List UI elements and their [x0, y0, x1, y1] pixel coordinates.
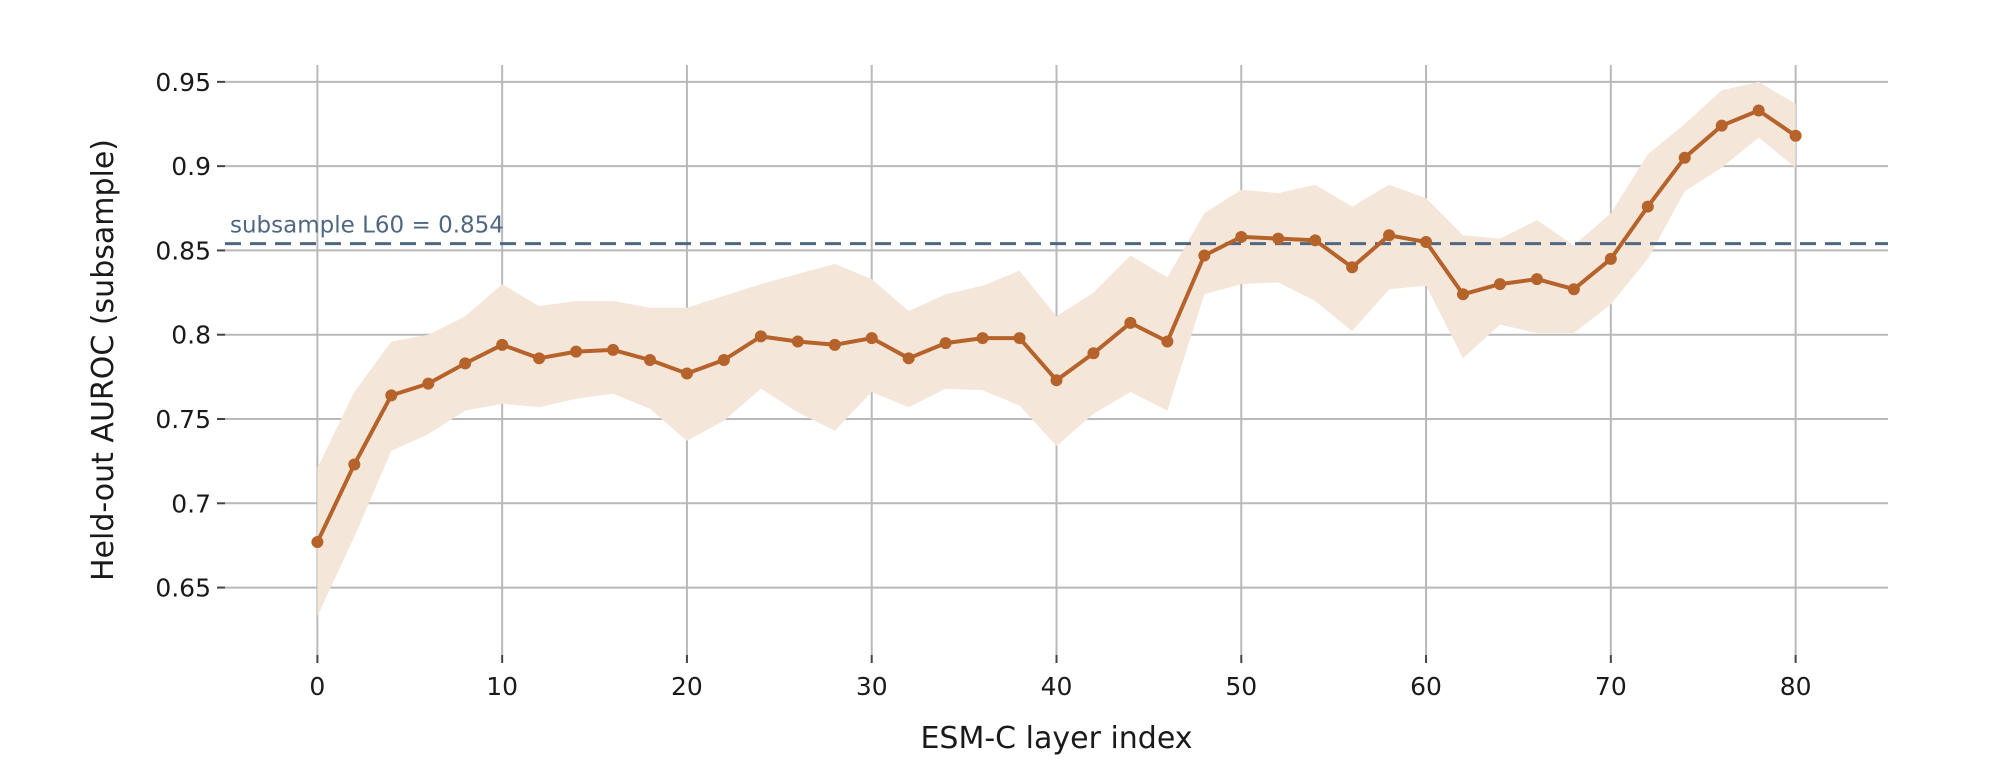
data-point: [1235, 230, 1248, 243]
data-point: [385, 389, 398, 402]
data-point: [570, 345, 583, 358]
x-tick-label: 20: [671, 672, 703, 701]
confidence-band-layer: [317, 81, 1796, 617]
data-point: [1309, 234, 1322, 247]
x-tick-label: 70: [1595, 672, 1627, 701]
x-tick-label: 0: [309, 672, 325, 701]
y-tick-label: 0.8: [171, 321, 211, 350]
series-points-layer: [311, 104, 1802, 549]
x-axis-title: ESM-C layer index: [920, 721, 1192, 756]
data-point: [459, 357, 472, 370]
data-point: [1604, 252, 1617, 265]
data-point: [976, 332, 989, 345]
y-tick-label: 0.65: [155, 574, 211, 603]
data-point: [311, 536, 324, 549]
data-point: [1087, 347, 1100, 360]
y-tick-label: 0.85: [155, 236, 211, 265]
x-axis-ticks: 0 10 20 30 40 50 60 70 80: [309, 655, 1812, 701]
data-point: [1641, 200, 1654, 213]
data-point: [1530, 273, 1543, 286]
data-point: [1493, 278, 1506, 291]
data-point: [533, 352, 546, 365]
data-point: [1383, 229, 1396, 242]
y-tick-label: 0.75: [155, 405, 211, 434]
y-axis-ticks: 0.65 0.7 0.75 0.8 0.85 0.9 0.95: [155, 68, 225, 603]
data-point: [1124, 316, 1137, 329]
y-axis-title: Held-out AUROC (subsample): [86, 139, 121, 581]
data-point: [1752, 104, 1765, 117]
data-point: [1161, 335, 1174, 348]
data-point: [828, 338, 841, 351]
y-tick-label: 0.7: [171, 489, 211, 518]
data-point: [791, 335, 804, 348]
data-point: [1198, 249, 1211, 262]
data-point: [902, 352, 915, 365]
data-point: [1013, 332, 1026, 345]
data-point: [496, 338, 509, 351]
data-point: [680, 367, 693, 380]
data-point: [643, 354, 656, 366]
data-point: [348, 458, 361, 471]
reference-line-label: subsample L60 = 0.854: [230, 213, 504, 239]
y-tick-label: 0.95: [155, 68, 211, 97]
data-point: [422, 377, 435, 390]
x-tick-label: 30: [856, 672, 888, 701]
confidence-band: [317, 81, 1796, 617]
x-tick-label: 80: [1780, 672, 1812, 701]
data-point: [1715, 119, 1728, 132]
data-point: [1789, 129, 1802, 142]
data-point: [717, 354, 730, 366]
data-point: [1272, 232, 1285, 245]
x-tick-label: 40: [1041, 672, 1073, 701]
x-tick-label: 50: [1225, 672, 1257, 701]
x-tick-label: 10: [486, 672, 518, 701]
data-point: [1346, 261, 1359, 274]
x-tick-label: 60: [1410, 672, 1442, 701]
data-point: [939, 337, 952, 350]
data-point: [865, 332, 878, 345]
data-point: [1420, 236, 1433, 248]
data-point: [1457, 288, 1470, 301]
data-point: [1567, 283, 1580, 296]
reference-line-layer: subsample L60 = 0.854: [225, 213, 1888, 246]
y-tick-label: 0.9: [171, 152, 211, 181]
data-point: [607, 343, 620, 356]
data-point: [754, 330, 767, 343]
data-point: [1678, 151, 1691, 164]
data-point: [1050, 374, 1063, 387]
